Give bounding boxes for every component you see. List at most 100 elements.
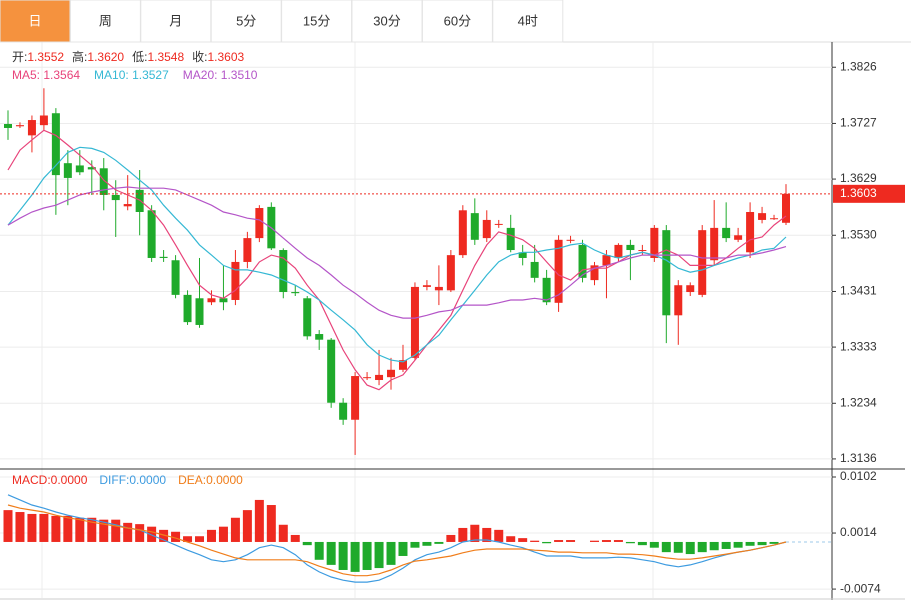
candle-body	[674, 285, 683, 316]
candle-body	[398, 360, 407, 370]
candle-body	[135, 189, 144, 212]
last-price-label: 1.3603	[840, 186, 877, 200]
labels: 1.3826 1.3727 1.3629 1.3530 1.3431 1.3333 1.32…	[12, 49, 905, 595]
macd-bar	[15, 512, 25, 542]
macd-bar	[446, 534, 456, 542]
macd-bar	[242, 510, 252, 542]
tab-label[interactable]: 60分	[444, 13, 471, 28]
tab-label[interactable]: 15分	[303, 13, 330, 28]
macd-bar	[601, 540, 611, 542]
tab-label[interactable]: 30分	[373, 13, 400, 28]
summary-label: 高:	[72, 49, 87, 64]
summary-label: 收:	[192, 50, 207, 64]
ma-line	[7, 129, 787, 391]
macd-bar	[314, 541, 324, 560]
macd-bar	[87, 517, 97, 542]
last-price-box	[833, 184, 905, 203]
macd-bar	[685, 541, 695, 555]
ma-legend: MA5: 1.3564 MA10: 1.3527 MA20: 1.3510	[12, 68, 258, 82]
tab[interactable]	[69, 0, 141, 43]
candle-body	[75, 165, 84, 173]
tab[interactable]	[210, 0, 282, 43]
macd-bar	[410, 541, 420, 548]
macd-bar	[530, 540, 540, 542]
macd-bar	[135, 524, 145, 542]
legend-entry: MA5: 1.3564	[12, 68, 80, 82]
ohlc-summary: 开:1.3552 高:1.3620 低:1.3548 收:1.3603	[12, 49, 245, 64]
macd-bar	[3, 510, 13, 542]
macd-bar	[218, 526, 228, 542]
macd-bar	[398, 541, 408, 556]
macd-bar	[159, 529, 169, 542]
candle-body	[434, 286, 443, 291]
macd-bar	[506, 536, 516, 542]
macd-bar	[709, 541, 719, 551]
y-tick-label: 1.3826	[840, 59, 877, 73]
macd-bar	[482, 527, 492, 542]
candle-body	[554, 239, 563, 303]
candle-body	[63, 163, 72, 178]
candle-body	[291, 292, 300, 294]
candle-body	[578, 244, 587, 278]
candle-body	[279, 250, 288, 293]
candle-body	[183, 294, 192, 323]
tab[interactable]	[421, 0, 493, 43]
macd-bar	[434, 541, 444, 544]
macd-bar	[302, 541, 312, 546]
macd-bar	[637, 541, 647, 546]
candle-body	[387, 369, 396, 378]
tab[interactable]	[492, 0, 564, 43]
candle-body	[339, 402, 348, 420]
candle-body	[542, 277, 551, 303]
candle-body	[99, 168, 108, 195]
macd-bar	[111, 519, 121, 542]
legend-entry: DEA:0.0000	[178, 473, 243, 487]
candle-body	[147, 210, 156, 258]
candle-body	[590, 265, 599, 281]
candle-body	[123, 204, 132, 207]
candle-body	[650, 227, 659, 258]
summary-value: 1.3620	[87, 50, 124, 64]
tab-label[interactable]: 周	[99, 13, 112, 28]
y-tick-label: 1.3629	[840, 171, 877, 185]
macd-bar	[230, 517, 240, 542]
candle-body	[710, 227, 719, 261]
macd-bar	[470, 524, 480, 542]
macd-bar	[494, 529, 504, 542]
tab-label[interactable]: 4时	[518, 13, 538, 28]
candle-body	[518, 252, 527, 258]
candle-body	[698, 230, 707, 295]
ma-line	[7, 186, 787, 319]
candle-body	[327, 339, 336, 403]
tab-label[interactable]: 月	[169, 13, 182, 28]
y-tick-label: 1.3234	[840, 395, 877, 409]
y-tick-label: -0.0074	[840, 581, 881, 595]
candle-body	[614, 244, 623, 258]
y-tick-label: 1.3333	[840, 339, 877, 353]
macd-bar	[458, 527, 468, 542]
macd-bar	[625, 541, 635, 544]
candle-body	[15, 125, 24, 127]
candle-body	[351, 376, 360, 420]
candle-body	[446, 255, 455, 291]
summary-label: 开:	[12, 50, 27, 64]
macd-bar	[362, 541, 372, 570]
candle-body	[111, 194, 120, 201]
candle-body	[255, 208, 264, 239]
plot	[0, 88, 832, 583]
candle-body	[482, 219, 491, 239]
y-tick-label: 0.0014	[840, 525, 877, 539]
summary-value: 1.3548	[147, 50, 184, 64]
candle-body	[422, 285, 431, 287]
y-tick-label: 1.3136	[840, 451, 877, 465]
candle-body	[782, 193, 790, 223]
candle-body	[734, 235, 743, 240]
macd-bar	[374, 541, 384, 569]
candle-body	[626, 244, 635, 251]
candle-body	[243, 238, 252, 262]
tab-label[interactable]: 5分	[236, 13, 256, 28]
candle-body	[39, 115, 48, 126]
tab-label[interactable]: 日	[28, 13, 41, 28]
macd-bar	[63, 515, 73, 542]
